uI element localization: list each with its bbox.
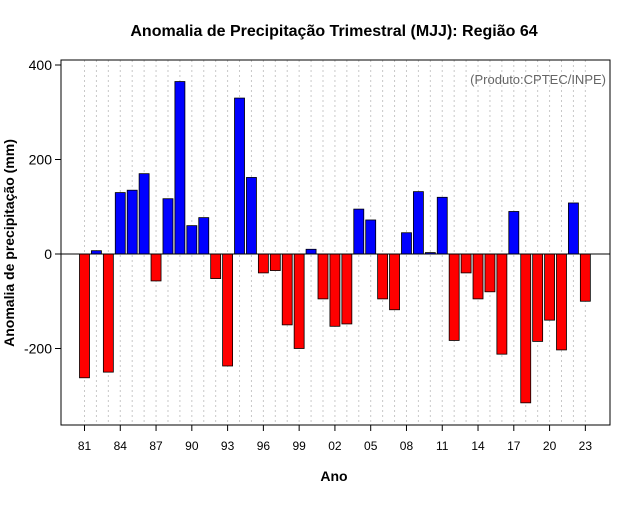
- bar-1981: [79, 253, 90, 379]
- y-tick-label: 0: [44, 246, 52, 262]
- bar-1992: [210, 253, 222, 279]
- bar-2006: [377, 253, 389, 300]
- x-tick-label: 81: [78, 439, 92, 453]
- bar-1998: [281, 253, 293, 326]
- bar-2004: [353, 208, 365, 255]
- x-tick-label: 08: [400, 439, 414, 453]
- bar-2002: [329, 253, 341, 327]
- bar-2023: [579, 253, 591, 302]
- bar-1993: [222, 253, 234, 367]
- bar-2014: [472, 253, 484, 300]
- x-tick-label: 14: [471, 439, 485, 453]
- bar-2003: [341, 253, 353, 325]
- x-tick-label: 02: [328, 439, 342, 453]
- bar-2015: [484, 253, 496, 293]
- bar-1995: [246, 177, 257, 255]
- bar-2005: [365, 219, 377, 255]
- x-tick-label: 20: [543, 439, 557, 453]
- bar-1994: [234, 97, 245, 255]
- bar-2022: [568, 202, 579, 255]
- bars: [79, 81, 591, 404]
- bar-2021: [556, 253, 567, 351]
- x-tick-label: 11: [436, 439, 449, 453]
- y-tick-label: -200: [24, 341, 52, 357]
- bar-1996: [257, 253, 269, 274]
- bar-1983: [102, 253, 114, 373]
- y-tick-label: 200: [29, 152, 53, 168]
- x-axis-label: Ano: [320, 468, 347, 484]
- y-axis: -200 0 200 400: [24, 57, 61, 357]
- bar-2020: [544, 253, 555, 321]
- bar-1986: [138, 173, 150, 255]
- x-tick-label: 93: [221, 439, 235, 453]
- bar-2012: [448, 253, 460, 341]
- bar-2011: [436, 196, 448, 255]
- bar-1984: [114, 192, 126, 255]
- bar-2007: [389, 253, 400, 311]
- x-tick-label: 90: [185, 439, 199, 453]
- bar-2017: [508, 211, 520, 255]
- x-axis: 81 84 87 90 93 96 99 02 05 08 11 14 17 20 23: [78, 425, 593, 453]
- bar-1987: [150, 253, 162, 282]
- x-tick-label: 05: [364, 439, 378, 453]
- bar-2000: [305, 248, 317, 255]
- x-tick-label: 84: [114, 439, 128, 453]
- bar-1989: [174, 81, 186, 255]
- bar-1990: [186, 225, 198, 255]
- y-tick-label: 400: [29, 57, 53, 73]
- bar-1985: [126, 189, 138, 255]
- bar-1999: [293, 253, 305, 349]
- x-tick-label: 99: [292, 439, 306, 453]
- bar-2013: [460, 253, 472, 274]
- chart-title: Anomalia de Precipitação Trimestral (MJJ…: [130, 23, 537, 40]
- bar-1991: [198, 217, 210, 255]
- bar-1997: [269, 253, 281, 271]
- bar-2016: [496, 253, 508, 355]
- bar-1988: [162, 198, 174, 255]
- bar-2009: [412, 191, 424, 255]
- bar-2001: [317, 253, 329, 300]
- plot-frame: [60, 59, 611, 426]
- x-tick-label: 17: [507, 439, 521, 453]
- x-tick-label: 96: [257, 439, 271, 453]
- bar-2018: [520, 253, 532, 404]
- bar-2008: [401, 232, 412, 255]
- x-tick-label: 23: [579, 439, 593, 453]
- x-tick-label: 87: [149, 439, 163, 453]
- bar-2019: [532, 253, 544, 342]
- product-credit: (Produto:CPTEC/INPE): [470, 72, 606, 87]
- y-axis-label: Anomalia de precipitação (mm): [1, 139, 17, 347]
